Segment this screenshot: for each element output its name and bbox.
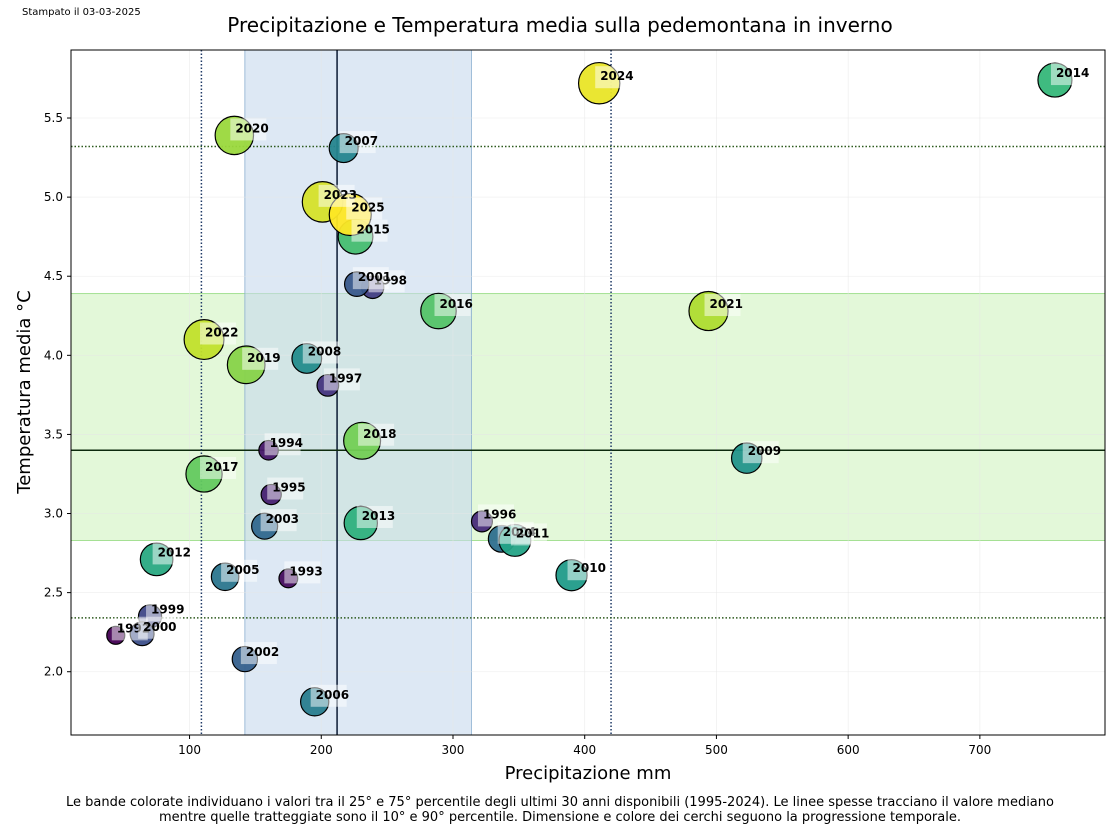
point-label-1994: 1994 <box>270 436 303 450</box>
point-label-2002: 2002 <box>246 645 279 659</box>
y-tick-label: 5.5 <box>44 111 63 125</box>
y-tick-label: 2.5 <box>44 586 63 600</box>
point-label-2012: 2012 <box>158 545 191 559</box>
label-background <box>352 267 389 290</box>
x-tick-label: 600 <box>837 743 860 757</box>
y-tick-label: 5.0 <box>44 190 63 204</box>
x-axis-label: Precipitazione mm <box>505 763 672 784</box>
label-background <box>742 441 779 464</box>
label-background <box>704 294 741 317</box>
x-tick-label: 100 <box>178 743 201 757</box>
point-labels: 1992199319941995199619971998199920002001… <box>111 63 1089 707</box>
label-background <box>200 322 237 345</box>
scatter-chart: 1992199319941995199619971998199920002001… <box>14 49 1106 784</box>
point-label-2020: 2020 <box>235 121 268 135</box>
chart-caption: Le bande colorate individuano i valori t… <box>0 795 1120 825</box>
label-background <box>138 616 175 639</box>
point-label-2008: 2008 <box>308 344 341 358</box>
label-background <box>477 504 514 527</box>
point-label-2014: 2014 <box>1056 66 1089 80</box>
label-background <box>146 599 183 622</box>
point-label-2001: 2001 <box>358 270 391 284</box>
x-tick-label: 300 <box>442 743 465 757</box>
point-label-2024: 2024 <box>600 69 633 83</box>
label-background <box>1050 63 1087 86</box>
x-axis-ticks: 100 200 300 400 500 600 700 <box>178 735 991 757</box>
label-background <box>510 523 547 546</box>
point-label-1995: 1995 <box>272 481 305 495</box>
y-tick-label: 3.0 <box>44 507 63 521</box>
y-tick-label: 4.5 <box>44 269 63 283</box>
y-tick-label: 2.0 <box>44 665 63 679</box>
point-label-2021: 2021 <box>710 297 743 311</box>
caption-line-1: Le bande colorate individuano i valori t… <box>66 795 1054 810</box>
label-background <box>434 294 471 317</box>
chart-title: Precipitazione e Temperatura media sulla… <box>227 13 893 37</box>
point-label-2000: 2000 <box>143 620 176 634</box>
label-background <box>242 347 279 370</box>
point-label-2005: 2005 <box>226 563 259 577</box>
label-background <box>284 561 321 584</box>
point-label-2013: 2013 <box>362 509 395 523</box>
caption-line-2: mentre quelle tratteggiate sono il 10° e… <box>159 810 961 825</box>
point-label-2011: 2011 <box>516 526 549 540</box>
point-label-2007: 2007 <box>345 134 378 148</box>
label-background <box>358 423 395 446</box>
label-background <box>351 219 388 242</box>
precipitation-iqr-band <box>244 49 472 736</box>
percentile-bands <box>70 49 1106 736</box>
y-tick-label: 4.0 <box>44 348 63 362</box>
label-background <box>318 184 355 207</box>
point-label-1993: 1993 <box>289 564 322 578</box>
point-label-2016: 2016 <box>439 297 472 311</box>
point-label-2009: 2009 <box>748 444 781 458</box>
point-label-1999: 1999 <box>151 602 184 616</box>
label-background <box>310 684 347 707</box>
point-label-2006: 2006 <box>316 688 349 702</box>
label-background <box>221 559 258 582</box>
point-label-1996: 1996 <box>483 507 516 521</box>
label-background <box>339 131 376 154</box>
x-tick-label: 500 <box>705 743 728 757</box>
temperature-iqr-band <box>70 293 1106 541</box>
x-tick-label: 200 <box>310 743 333 757</box>
point-label-2022: 2022 <box>205 326 238 340</box>
label-background <box>567 558 604 581</box>
point-label-2025: 2025 <box>351 201 384 215</box>
y-axis-ticks: 2.0 2.5 3.0 3.5 4.0 4.5 5.0 5.5 <box>44 111 71 679</box>
label-background <box>356 506 393 529</box>
label-background <box>302 341 339 364</box>
label-background <box>240 642 277 665</box>
y-tick-label: 3.5 <box>44 427 63 441</box>
point-label-2018: 2018 <box>363 427 396 441</box>
label-background <box>346 197 383 220</box>
point-label-1997: 1997 <box>329 371 362 385</box>
label-background <box>267 477 304 500</box>
point-label-2019: 2019 <box>247 351 280 365</box>
label-background <box>264 433 301 456</box>
label-background <box>595 66 632 89</box>
label-background <box>230 118 267 141</box>
label-background <box>260 509 297 532</box>
plot-frame <box>70 49 1106 736</box>
y-axis-label: Temperatura media °C <box>14 290 35 494</box>
label-background <box>152 542 189 565</box>
print-date-stamp: Stampato il 03-03-2025 <box>22 7 141 18</box>
label-background <box>323 368 360 391</box>
label-background <box>200 456 237 479</box>
x-tick-label: 400 <box>573 743 596 757</box>
point-label-2015: 2015 <box>357 223 390 237</box>
point-label-2017: 2017 <box>205 460 238 474</box>
point-label-2003: 2003 <box>266 512 299 526</box>
x-tick-label: 700 <box>968 743 991 757</box>
point-label-2010: 2010 <box>573 561 606 575</box>
